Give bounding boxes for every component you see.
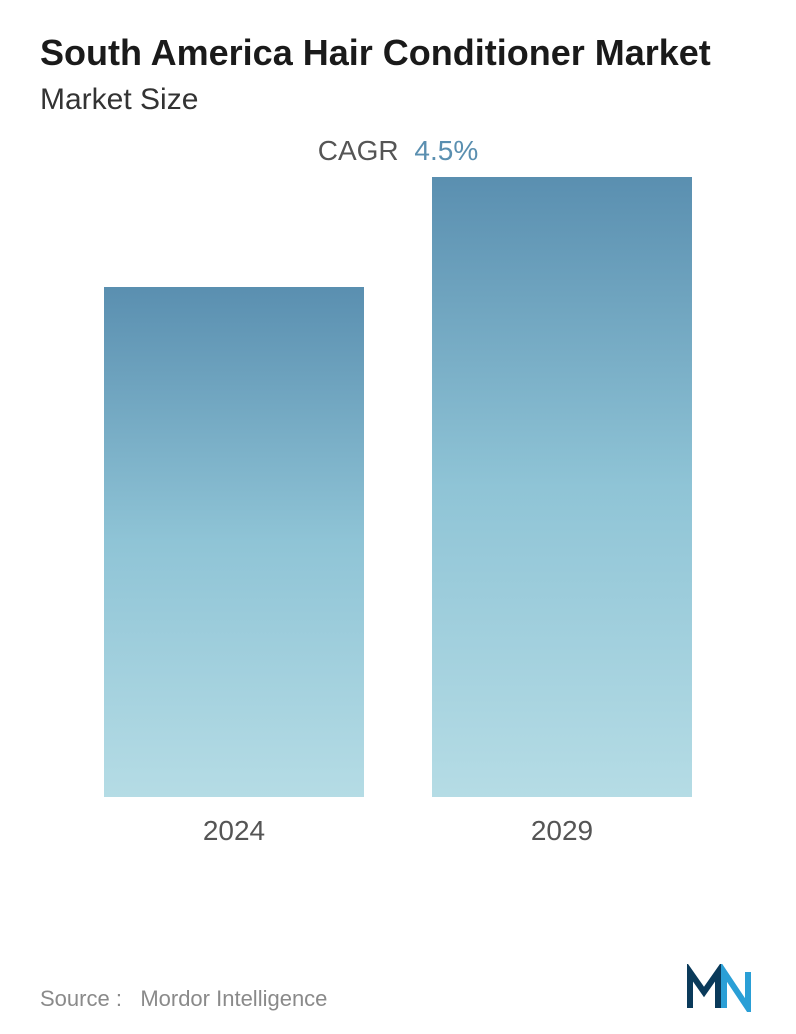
bar-group-2029: 2029 bbox=[422, 177, 702, 847]
bar-group-2024: 2024 bbox=[94, 287, 374, 847]
bar-label-2024: 2024 bbox=[203, 815, 265, 847]
cagr-value: 4.5% bbox=[414, 135, 478, 166]
cagr-line: CAGR 4.5% bbox=[40, 135, 756, 167]
source-prefix: Source : bbox=[40, 986, 122, 1011]
bar-label-2029: 2029 bbox=[531, 815, 593, 847]
page-title: South America Hair Conditioner Market bbox=[40, 30, 756, 75]
bar-2029 bbox=[432, 177, 692, 797]
cagr-label: CAGR bbox=[318, 135, 399, 166]
page-subtitle: Market Size bbox=[40, 83, 756, 117]
bar-2024 bbox=[104, 287, 364, 797]
bar-chart: 2024 2029 bbox=[40, 207, 756, 847]
source-name: Mordor Intelligence bbox=[140, 986, 327, 1011]
mordor-logo-icon bbox=[686, 964, 756, 1012]
source-text: Source : Mordor Intelligence bbox=[40, 986, 327, 1012]
footer: Source : Mordor Intelligence bbox=[40, 964, 756, 1012]
